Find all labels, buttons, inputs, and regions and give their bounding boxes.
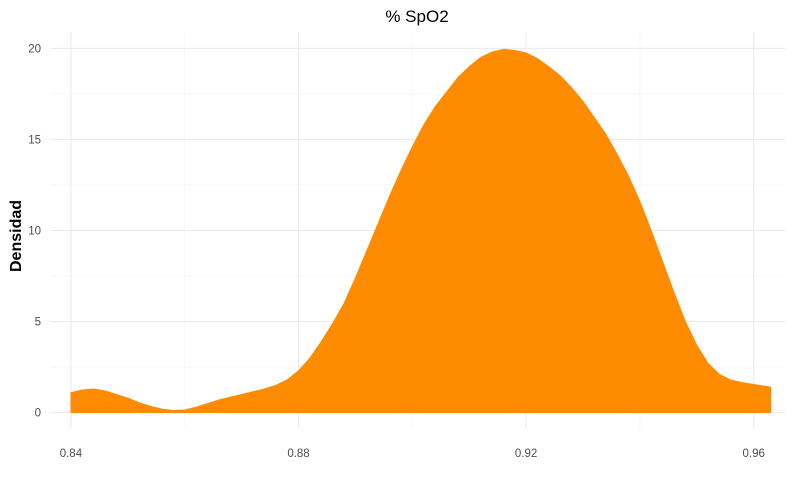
y-tick-label: 5 (35, 317, 41, 329)
x-tick-label: 0.88 (287, 448, 309, 460)
y-axis-ticks: 0 5 10 15 20 (28, 43, 41, 419)
y-tick-label: 10 (28, 226, 41, 238)
y-tick-label: 20 (28, 43, 41, 55)
x-tick-label: 0.96 (743, 448, 765, 460)
density-area (70, 48, 772, 414)
x-tick-label: 0.84 (60, 448, 83, 460)
x-tick-label: 0.92 (515, 448, 537, 460)
y-axis-title: Densidad (8, 200, 25, 272)
y-tick-label: 0 (35, 408, 41, 420)
x-axis-ticks: 0.84 0.88 0.92 0.96 (60, 448, 765, 460)
chart-title: % SpO2 (385, 7, 448, 26)
y-tick-label: 15 (28, 134, 41, 146)
